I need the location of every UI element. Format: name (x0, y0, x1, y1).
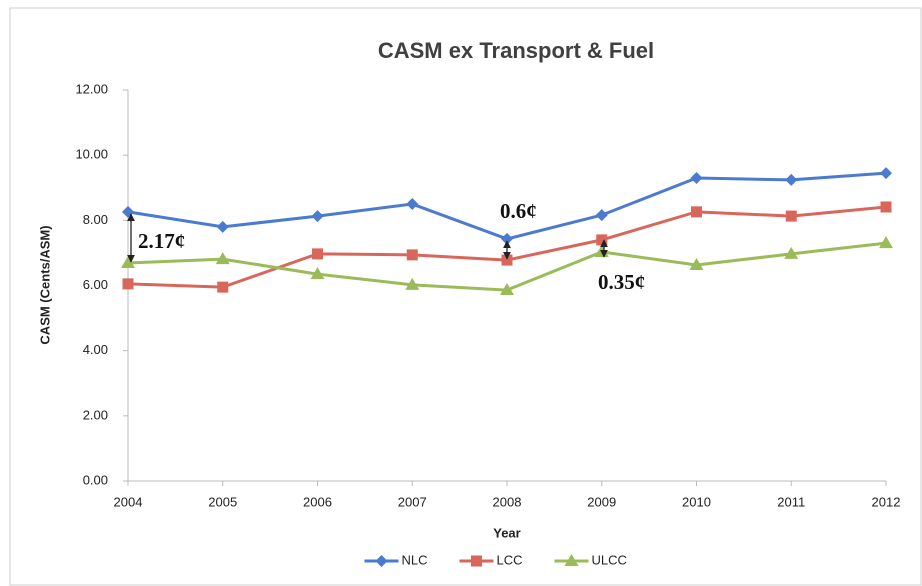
diamond-marker (880, 167, 892, 180)
triangle-marker (215, 252, 230, 265)
legend-label: ULCC (592, 552, 627, 567)
y-axis-label: CASM (Cents/ASM) (37, 225, 52, 344)
square-marker (122, 278, 134, 290)
square-marker (406, 249, 418, 261)
y-tick-label: 2.00 (83, 407, 108, 422)
diamond-marker (690, 171, 703, 184)
square-marker (880, 201, 892, 213)
x-tick-label: 2007 (398, 494, 427, 509)
legend-label: LCC (497, 552, 523, 567)
square-marker (785, 210, 797, 222)
x-tick-label: 2012 (872, 494, 901, 509)
y-tick-label: 0.00 (83, 472, 108, 487)
x-tick-label: 2005 (208, 494, 237, 509)
y-tick-label: 10.00 (75, 147, 108, 162)
triangle-marker (879, 236, 893, 249)
x-axis-label: Year (493, 525, 520, 540)
y-tick-label: 4.00 (83, 342, 108, 357)
triangle-marker (500, 283, 514, 296)
square-marker (596, 234, 608, 246)
x-tick-label: 2008 (493, 494, 522, 509)
annotation: 2.17¢ (138, 229, 185, 253)
diamond-marker (216, 220, 229, 233)
triangle-marker (310, 267, 325, 280)
x-tick-label: 2011 (777, 494, 805, 509)
y-tick-label: 6.00 (83, 277, 108, 292)
square-marker (691, 206, 702, 218)
x-tick-label: 2006 (303, 494, 332, 509)
y-tick-label: 12.00 (75, 81, 108, 96)
triangle-marker (689, 257, 704, 270)
legend-marker (375, 555, 388, 567)
diamond-marker (595, 209, 608, 222)
legend-marker (564, 554, 579, 566)
triangle-marker (784, 246, 799, 259)
square-marker (217, 281, 229, 293)
legend-label: NLC (402, 552, 428, 567)
annotation: 0.35¢ (598, 270, 645, 294)
diamond-marker (785, 173, 798, 186)
square-marker (501, 254, 513, 266)
triangle-marker (405, 277, 420, 290)
y-tick-label: 8.00 (83, 212, 108, 227)
x-tick-label: 2004 (114, 494, 143, 509)
x-tick-label: 2010 (682, 494, 711, 509)
diamond-marker (311, 210, 324, 223)
diamond-marker (406, 198, 419, 211)
square-marker (312, 248, 323, 260)
annotation: 0.6¢ (500, 199, 537, 223)
legend-marker (471, 555, 482, 567)
x-tick-label: 2009 (587, 494, 616, 509)
chart-title: CASM ex Transport & Fuel (378, 38, 654, 63)
chart-frame (9, 7, 922, 586)
